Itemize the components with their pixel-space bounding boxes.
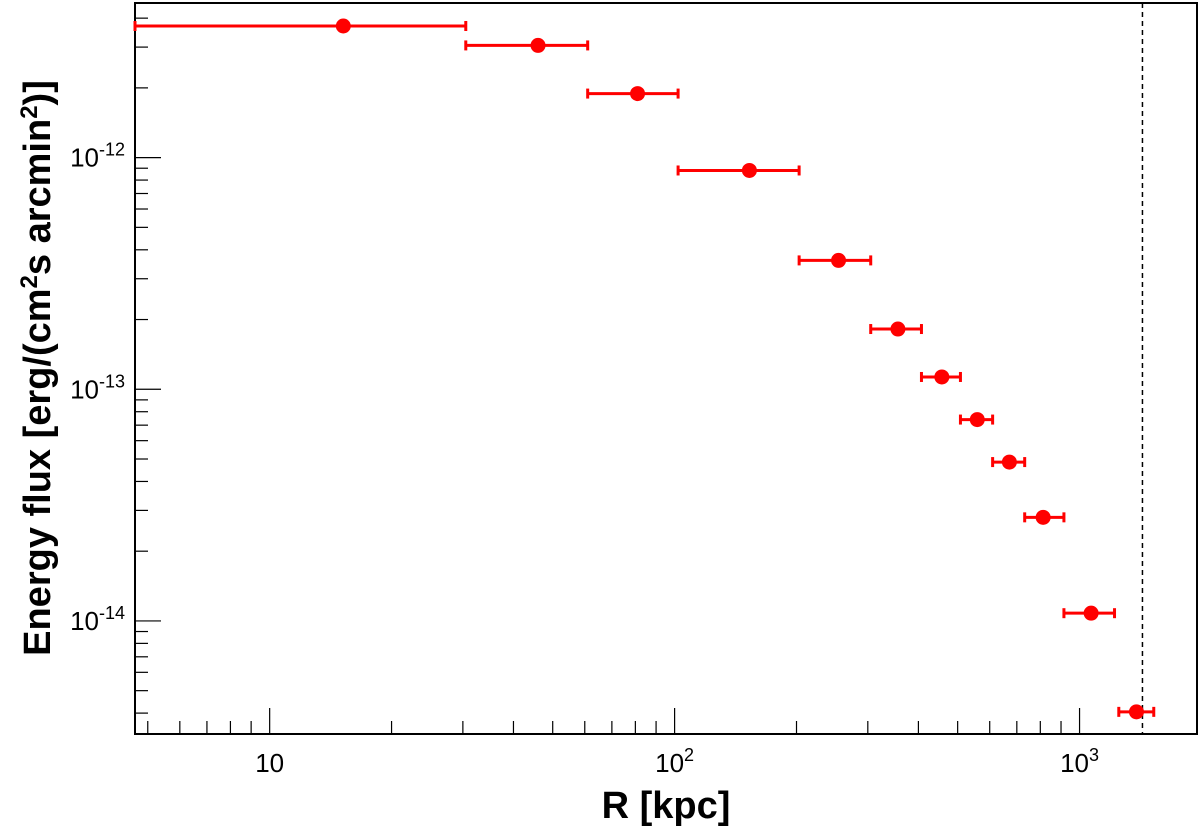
data-point (464, 37, 590, 53)
data-marker (934, 369, 950, 385)
data-marker (831, 252, 847, 268)
data-point (676, 162, 801, 178)
data-point (958, 412, 995, 428)
y-tick-label: 10-13 (70, 371, 125, 404)
data-marker (1128, 704, 1144, 720)
data-marker (1035, 509, 1051, 525)
x-tick-label: 10 (255, 748, 284, 778)
data-point (1023, 509, 1066, 525)
data-marker (741, 162, 757, 178)
data-point (133, 18, 468, 34)
data-series (133, 18, 1156, 720)
data-point (586, 86, 680, 102)
data-point (919, 369, 962, 385)
data-point (1062, 605, 1117, 621)
data-marker (530, 37, 546, 53)
y-tick-label: 10-14 (70, 603, 125, 636)
x-axis: 10 102 103 (147, 708, 1099, 778)
plot-frame (134, 2, 1198, 735)
data-point (991, 454, 1027, 470)
data-marker (1083, 605, 1099, 621)
data-marker (890, 321, 906, 337)
data-point (797, 252, 873, 268)
data-point (869, 321, 923, 337)
data-marker (335, 18, 351, 34)
data-marker (1001, 454, 1017, 470)
x-axis-label: R [kpc] (602, 785, 731, 827)
y-tick-label: 10-12 (70, 140, 125, 173)
y-axis-label: Energy flux [erg/(cm2s arcmin2)] (16, 80, 59, 656)
data-point (1117, 704, 1156, 720)
data-marker (630, 86, 646, 102)
x-tick-label: 103 (1060, 745, 1099, 778)
data-marker (969, 412, 985, 428)
x-tick-label: 102 (655, 745, 694, 778)
y-axis: 10-14 10-13 10-12 (70, 17, 161, 714)
